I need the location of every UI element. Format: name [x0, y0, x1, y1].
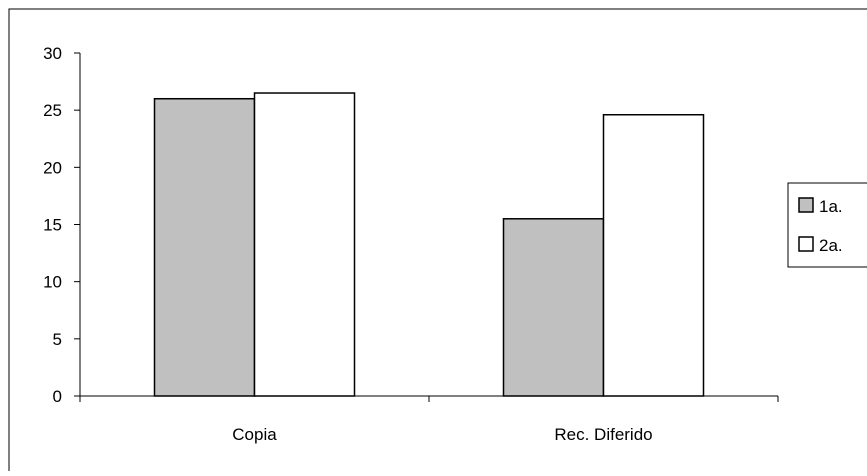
legend-box [787, 182, 867, 268]
legend-label: 2a. [819, 236, 843, 255]
legend-label: 1a. [819, 197, 843, 216]
legend-swatch [798, 236, 814, 252]
bar [153, 97, 256, 397]
bar [502, 218, 605, 397]
y-tick-label: 30 [43, 44, 62, 63]
y-tick-label: 0 [53, 387, 62, 406]
legend-swatch [798, 197, 814, 213]
y-tick-label: 20 [43, 158, 62, 177]
chart-frame [8, 8, 867, 476]
y-tick-label: 15 [43, 216, 62, 235]
x-tick-label: Copia [232, 425, 277, 444]
y-tick-label: 5 [53, 330, 62, 349]
y-tick-label: 25 [43, 101, 62, 120]
y-tick-label: 10 [43, 273, 62, 292]
x-tick-label: Rec. Diferido [554, 425, 652, 444]
bar [602, 113, 705, 397]
bar [253, 92, 356, 397]
